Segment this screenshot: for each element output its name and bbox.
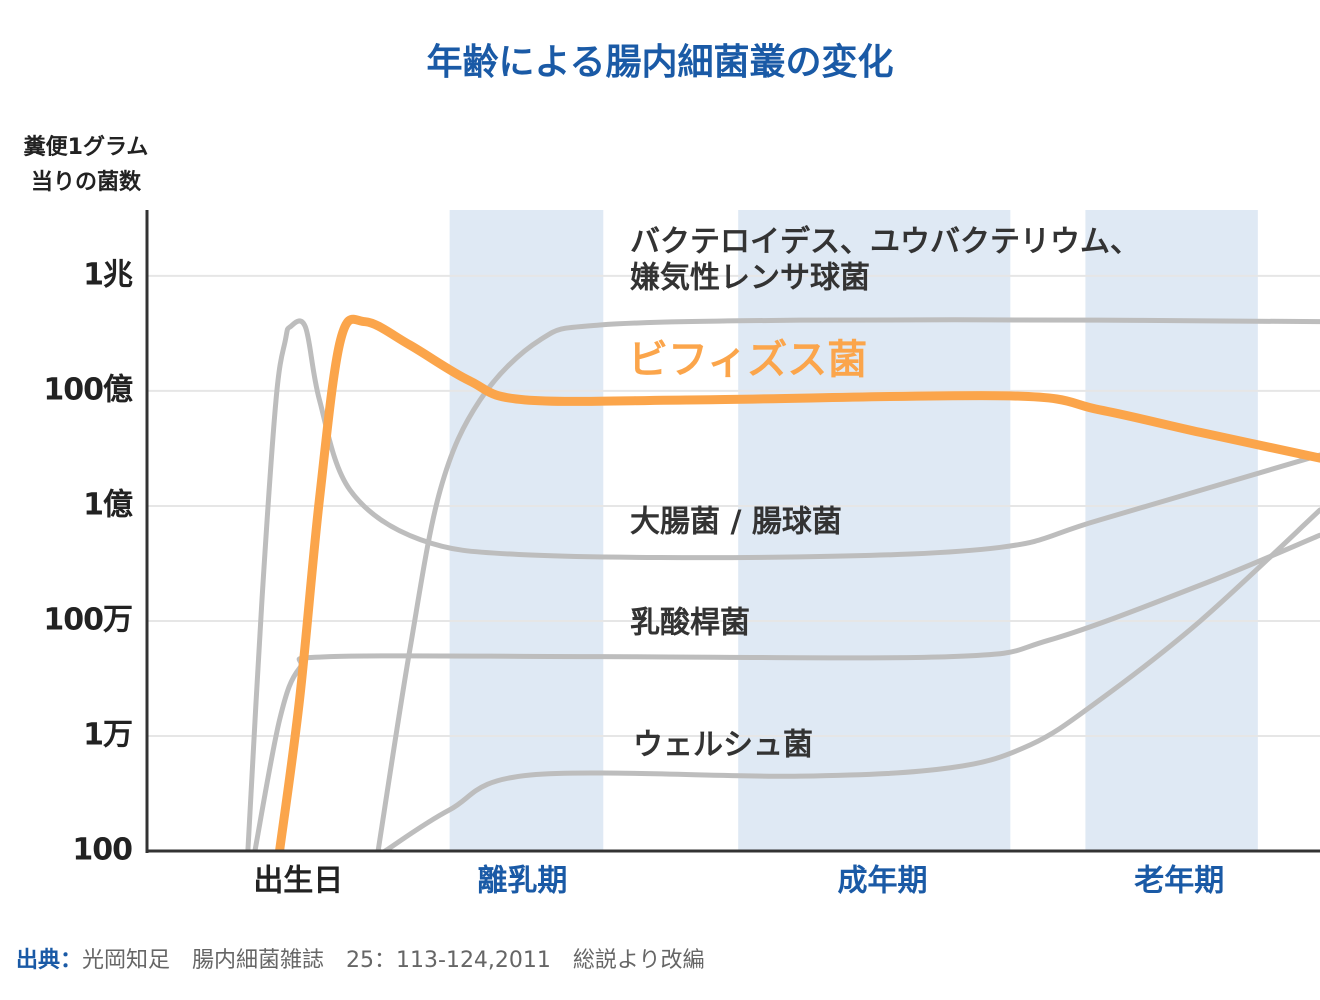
y-tick-label: 100 <box>72 833 132 868</box>
y-tick-label: 1万 <box>83 717 132 752</box>
y-axis-label: 当りの菌数 <box>31 169 142 195</box>
series-label: 乳酸桿菌 <box>630 606 750 641</box>
chart-title: 年齢による腸内細菌叢の変化 <box>427 41 894 83</box>
y-tick-label: 100億 <box>43 372 133 407</box>
source-text: 光岡知足 腸内細菌雑誌 25：113-124,2011 総説より改編 <box>82 948 704 973</box>
series-line <box>245 318 1320 851</box>
x-tick-label: 離乳期 <box>477 864 567 899</box>
age-band <box>738 210 1011 851</box>
age-band <box>1085 210 1258 851</box>
series-label: ビフィズス菌 <box>628 337 867 383</box>
source: 出典：光岡知足 腸内細菌雑誌 25：113-124,2011 総説より改編 <box>16 948 704 973</box>
series-label: バクテロイデス、ユウバクテリウム、 <box>630 225 1140 260</box>
x-tick-label: 成年期 <box>837 864 927 899</box>
y-tick-label: 1兆 <box>83 257 133 292</box>
y-axis-label: 糞便1グラム <box>23 134 149 160</box>
series-line <box>275 314 1320 851</box>
series-line <box>382 507 1320 851</box>
series-label: 大腸菌 / 腸球菌 <box>630 505 842 540</box>
x-tick-label: 老年期 <box>1134 864 1224 899</box>
source-label: 出典： <box>16 948 82 973</box>
age-band <box>449 210 604 851</box>
y-tick-label: 100万 <box>43 602 132 637</box>
series-label: 嫌気性レンサ球菌 <box>630 261 870 296</box>
y-tick-label: 1億 <box>83 487 133 522</box>
series-label: ウェルシュ菌 <box>633 728 813 763</box>
x-tick-label: 出生日 <box>253 864 343 899</box>
series-line <box>375 317 1320 851</box>
lines <box>245 314 1320 851</box>
bands <box>449 210 1258 851</box>
series-line <box>252 532 1320 851</box>
